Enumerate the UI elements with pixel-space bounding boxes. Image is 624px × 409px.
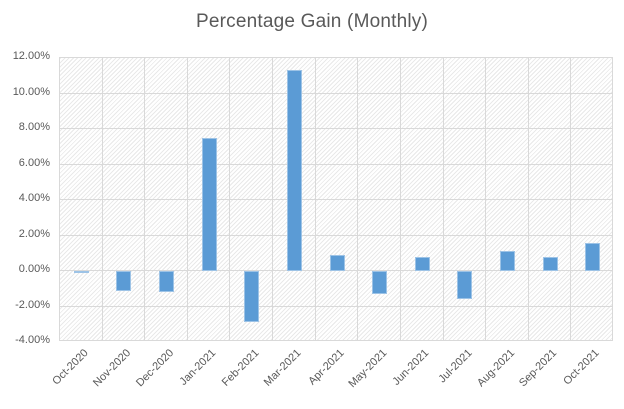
bar-apr-2021 <box>329 255 345 271</box>
x-axis-label: Jan-2021 <box>177 347 219 388</box>
gridline-vertical <box>357 58 359 340</box>
x-axis-label: Aug-2021 <box>474 347 517 390</box>
x-axis-label: Mar-2021 <box>262 347 304 389</box>
gridline-horizontal <box>60 128 612 129</box>
bar-mar-2021 <box>286 70 302 271</box>
bar-oct-2021 <box>585 242 601 271</box>
gridline-vertical <box>101 58 103 340</box>
x-axis-label: Nov-2020 <box>91 347 134 390</box>
gridline-horizontal <box>60 305 612 307</box>
y-tick-label: 0.00% <box>18 263 50 275</box>
x-axis-label: Sep-2021 <box>517 347 560 390</box>
gridline-horizontal <box>60 199 612 200</box>
gridline-horizontal <box>60 92 612 94</box>
gridline-vertical <box>527 58 529 340</box>
y-tick-label: 8.00% <box>18 121 50 133</box>
gridline-vertical <box>570 58 572 340</box>
x-axis-label: Feb-2021 <box>219 347 262 389</box>
y-tick-label: -4.00% <box>15 334 50 346</box>
gridline-vertical <box>186 58 188 340</box>
bar-nov-2020 <box>116 271 132 291</box>
bar-aug-2021 <box>499 251 515 271</box>
x-axis-label: Dec-2020 <box>133 347 177 390</box>
bar-feb-2021 <box>244 271 260 323</box>
plot-area <box>59 57 613 341</box>
x-axis-label: Jun-2021 <box>390 347 432 388</box>
gridline-vertical <box>314 58 316 340</box>
bar-oct-2020 <box>73 271 89 273</box>
bar-jun-2021 <box>414 256 430 271</box>
gridline-vertical <box>399 58 401 340</box>
x-axis-label: Oct-2020 <box>50 347 91 388</box>
gridline-horizontal <box>60 234 612 236</box>
chart-title: Percentage Gain (Monthly) <box>195 11 429 32</box>
gridline-vertical <box>442 58 444 340</box>
y-tick-label: 10.00% <box>12 85 50 98</box>
x-axis-label: Oct-2021 <box>561 347 603 388</box>
x-axis-label: Apr-2021 <box>305 347 347 388</box>
gridline-vertical <box>485 58 487 340</box>
y-tick-label: 4.00% <box>18 192 50 204</box>
gridline-vertical <box>229 58 231 340</box>
bar-dec-2020 <box>159 271 175 293</box>
gridline-vertical <box>144 58 146 340</box>
x-axis-label: Jul-2021 <box>436 347 475 386</box>
bar-jan-2021 <box>201 137 217 271</box>
bar-jul-2021 <box>457 271 473 300</box>
bar-may-2021 <box>372 271 388 295</box>
y-tick-label: 12.00% <box>12 50 50 62</box>
gridline-vertical <box>272 58 274 340</box>
gridline-horizontal <box>60 163 612 165</box>
bar-sep-2021 <box>542 256 558 271</box>
y-tick-label: 6.00% <box>18 156 50 169</box>
x-axis-label: May-2021 <box>346 347 390 391</box>
y-tick-label: -2.00% <box>15 298 50 311</box>
y-tick-label: 2.00% <box>18 227 50 240</box>
